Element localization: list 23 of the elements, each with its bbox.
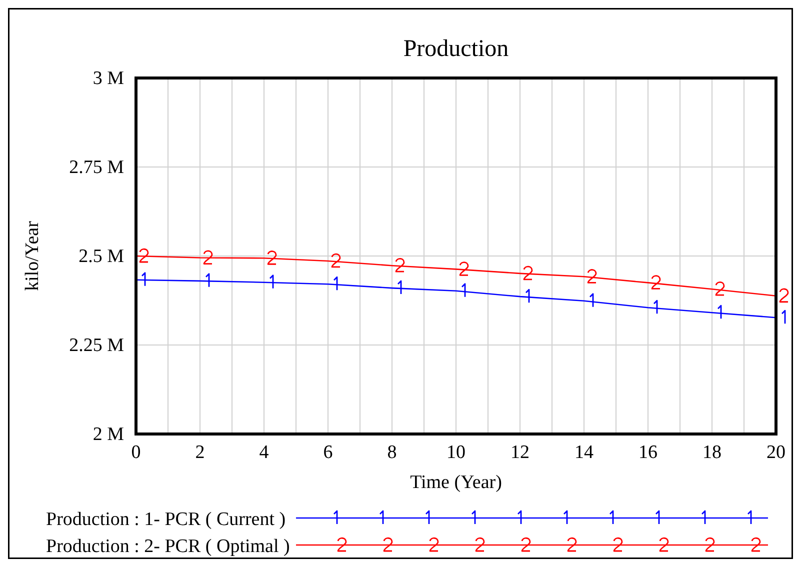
chart-title: Production (403, 36, 509, 62)
y-axis-title: kilo/Year (22, 220, 43, 291)
x-axis-title: Time (Year) (410, 472, 502, 493)
y-tick-label: 2.75 M (69, 157, 124, 178)
legend-label: Production : 1- PCR ( Current ) (46, 509, 286, 530)
x-tick-label: 6 (323, 442, 333, 463)
x-tick-label: 20 (766, 442, 786, 463)
x-tick-label: 8 (387, 442, 397, 463)
x-tick-label: 14 (574, 442, 594, 463)
x-tick-label: 16 (638, 442, 658, 463)
x-tick-label: 4 (259, 442, 270, 463)
x-tick-label: 0 (131, 442, 141, 463)
y-tick-label: 3 M (92, 68, 124, 89)
y-tick-label: 2.5 M (78, 246, 124, 267)
x-tick-label: 12 (510, 442, 530, 463)
x-tick-label: 18 (702, 442, 722, 463)
x-tick-label: 10 (446, 442, 466, 463)
y-tick-label: 2.25 M (69, 335, 124, 356)
x-tick-label: 2 (195, 442, 205, 463)
line-series (135, 279, 777, 318)
line-series (135, 255, 777, 297)
legend-label: Production : 2- PCR ( Optimal ) (46, 536, 290, 557)
y-tick-label: 2 M (92, 424, 124, 445)
